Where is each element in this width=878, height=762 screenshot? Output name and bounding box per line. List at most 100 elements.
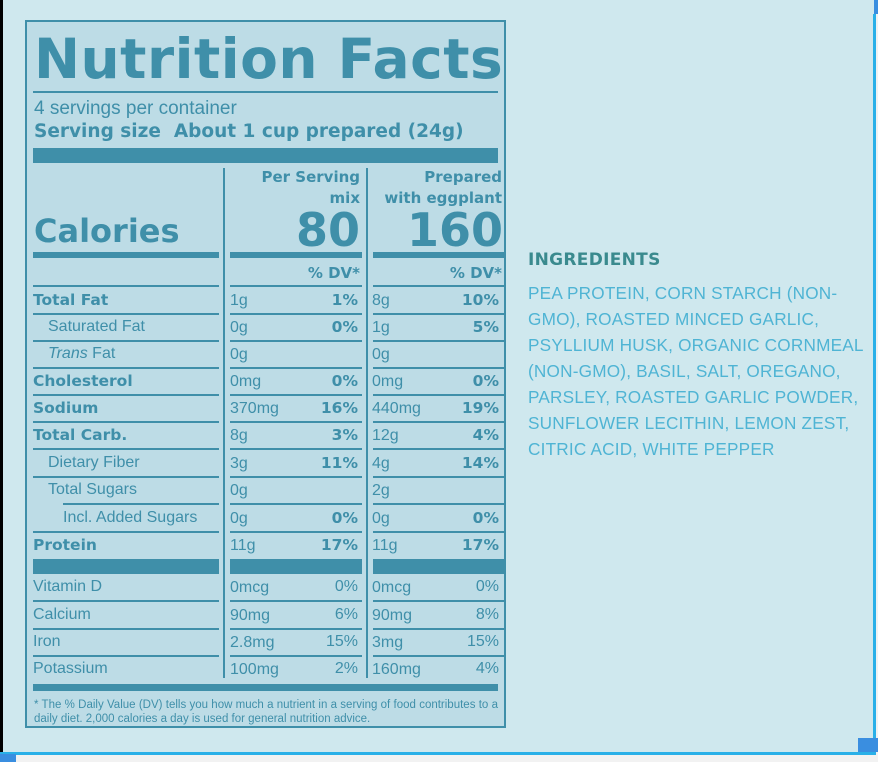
amount-mix: 0mg: [230, 373, 262, 390]
row-divider: [33, 340, 219, 342]
dv-prepared: 4%: [475, 660, 499, 677]
calories-prepared: 160: [406, 203, 503, 257]
column-divider: [223, 168, 225, 678]
dv-mix: 0%: [334, 578, 358, 595]
amount-prepared: 2g: [372, 482, 390, 499]
dv-mix: 16%: [320, 399, 358, 417]
amount-mix: 3g: [230, 455, 248, 472]
row-divider: [230, 367, 362, 369]
dv-header-prepared: % DV*: [449, 264, 502, 282]
thick-divider: [33, 684, 498, 691]
calories-label: Calories: [34, 212, 180, 250]
thick-divider: [33, 252, 219, 258]
thick-divider: [373, 252, 504, 258]
dv-prepared: 0%: [472, 509, 499, 527]
dv-prepared: 5%: [472, 318, 499, 336]
amount-mix: 2.8mg: [230, 634, 275, 651]
thick-divider: [230, 252, 362, 258]
nutrient-name-italic: Trans: [48, 345, 88, 362]
row-divider: [33, 421, 219, 423]
row-divider: [230, 448, 362, 450]
row-divider: [373, 628, 504, 630]
amount-prepared: 440mg: [372, 400, 421, 417]
vitamin-row-vitamin-d: Vitamin D 0mcg 0% 0mcg 0%: [27, 574, 504, 602]
row-divider: [230, 628, 362, 630]
nutrient-name: Total Carb.: [33, 426, 128, 444]
nutrient-row-sodium: Sodium 370mg 16% 440mg 19%: [27, 395, 504, 423]
vitamin-name: Calcium: [33, 606, 91, 623]
dv-prepared: 17%: [461, 536, 499, 554]
dv-prepared: 19%: [461, 399, 499, 417]
amount-mix: 8g: [230, 427, 248, 444]
row-divider: [373, 394, 504, 396]
dv-mix: 0%: [331, 509, 358, 527]
row-divider: [373, 503, 504, 505]
amount-prepared: 0g: [372, 510, 390, 527]
row-divider: [230, 531, 362, 533]
thick-divider: [33, 148, 498, 163]
serving-size-value: About 1 cup prepared (24g): [173, 121, 464, 142]
divider: [373, 285, 504, 287]
vitamin-name: Vitamin D: [33, 578, 103, 595]
servings-per-container: 4 servings per container: [34, 98, 237, 119]
amount-mix: 0mcg: [230, 579, 270, 596]
thick-divider: [373, 559, 504, 574]
row-divider: [230, 476, 362, 478]
dv-prepared: 15%: [466, 633, 499, 650]
dv-prepared: 0%: [475, 578, 499, 595]
column-header-line: mix: [329, 189, 360, 207]
row-divider: [373, 421, 504, 423]
right-edge-block: [874, 0, 878, 14]
row-divider: [33, 655, 219, 657]
amount-mix: 0g: [230, 510, 248, 527]
row-divider: [230, 600, 362, 602]
nutrient-row-total-fat: Total Fat 1g 1% 8g 10%: [27, 287, 504, 315]
column-header-line: Per Serving: [261, 168, 361, 186]
ingredients-list: PEA PROTEIN, CORN STARCH (NON-GMO), ROAS…: [528, 283, 864, 459]
dv-mix: 17%: [320, 536, 358, 554]
divider: [33, 285, 219, 287]
row-divider: [33, 313, 219, 315]
vitamin-name: Potassium: [33, 660, 108, 677]
amount-prepared: 3mg: [372, 634, 404, 651]
row-divider: [373, 655, 504, 657]
amount-prepared: 11g: [372, 537, 398, 554]
dv-mix: 6%: [334, 606, 358, 623]
amount-mix: 1g: [230, 292, 248, 309]
row-divider: [373, 313, 504, 315]
nutrient-row-total-sugars: Total Sugars 0g 2g: [27, 477, 504, 505]
nutrient-name: Dietary Fiber: [48, 454, 140, 471]
column-divider: [366, 168, 368, 678]
row-divider: [373, 476, 504, 478]
label-title: Nutrition Facts: [34, 27, 504, 91]
row-divider: [373, 448, 504, 450]
vitamin-name: Iron: [33, 633, 61, 650]
dv-prepared: 14%: [461, 454, 499, 472]
dv-prepared: 0%: [472, 372, 499, 390]
nutrient-name: Incl. Added Sugars: [63, 509, 198, 526]
nutrient-row-protein: Protein 11g 17% 11g 17%: [27, 532, 504, 559]
dv-prepared: 10%: [461, 291, 499, 309]
amount-prepared: 90mg: [372, 607, 413, 624]
amount-mix: 11g: [230, 537, 256, 554]
amount-mix: 90mg: [230, 607, 271, 624]
nutrient-name: Total Fat: [33, 291, 109, 309]
left-edge-bar: [0, 0, 3, 754]
divider: [33, 91, 498, 93]
nutrition-facts-label: Nutrition Facts 4 servings per container…: [25, 20, 506, 728]
row-divider: [33, 600, 219, 602]
row-divider: [33, 476, 219, 478]
row-divider: [373, 367, 504, 369]
dv-mix: 0%: [331, 318, 358, 336]
dv-prepared: 8%: [475, 606, 499, 623]
bottom-edge-line: [0, 752, 876, 755]
row-divider: [230, 340, 362, 342]
corner-block: [858, 738, 878, 752]
daily-value-footnote: * The % Daily Value (DV) tells you how m…: [34, 699, 498, 725]
column-header-mix: Per Serving mix: [227, 167, 361, 209]
amount-mix: 0g: [230, 319, 248, 336]
row-divider: [230, 313, 362, 315]
nutrient-row-total-carb: Total Carb. 8g 3% 12g 4%: [27, 422, 504, 450]
dv-mix: 2%: [334, 660, 358, 677]
serving-size-label: Serving size: [34, 121, 161, 142]
